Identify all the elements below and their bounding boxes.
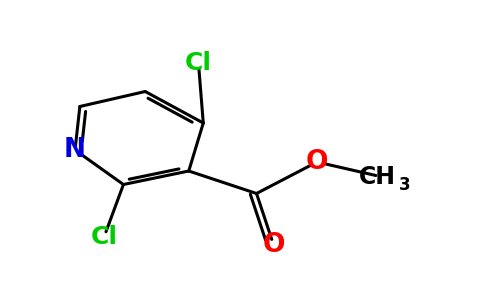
- Text: N: N: [64, 137, 86, 163]
- Text: O: O: [262, 232, 285, 257]
- Text: 3: 3: [399, 176, 410, 194]
- Text: CH: CH: [359, 165, 396, 189]
- Text: Cl: Cl: [91, 225, 118, 249]
- Text: O: O: [306, 149, 328, 175]
- Text: Cl: Cl: [185, 51, 212, 75]
